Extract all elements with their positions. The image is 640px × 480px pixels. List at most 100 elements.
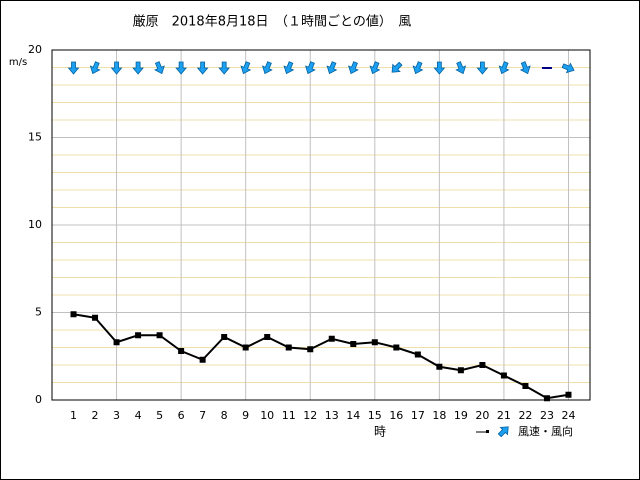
plot-border — [51, 49, 591, 401]
x-tick-label: 1 — [70, 409, 77, 422]
x-tick-label: 20 — [475, 409, 489, 422]
x-tick-label: 11 — [282, 409, 296, 422]
wind-arrow — [498, 61, 510, 75]
speed-line — [73, 313, 569, 400]
wind-arrow-shape — [304, 61, 316, 75]
x-tick-label: 3 — [113, 409, 120, 422]
wind-arrow — [283, 61, 295, 75]
wind-arrow-shape — [89, 61, 101, 75]
wind-arrow — [391, 61, 403, 73]
x-tick-label: 21 — [497, 409, 511, 422]
speed-marker — [156, 332, 163, 339]
x-tick-label: 6 — [178, 409, 185, 422]
wind-arrow — [326, 61, 338, 75]
wind-arrow-shape — [283, 61, 295, 75]
wind-arrow-shape — [154, 61, 165, 75]
x-tick-label: 23 — [540, 409, 554, 422]
speed-marker — [264, 334, 271, 340]
legend-label: 風速・風向 — [518, 424, 573, 438]
wind-arrow — [519, 61, 531, 75]
speed-marker — [350, 341, 357, 347]
wind-arrow — [455, 61, 467, 75]
x-tick-label: 13 — [325, 409, 339, 422]
x-tick-label: 16 — [389, 409, 403, 422]
wind-arrow — [240, 61, 252, 75]
y-tick-label: 0 — [35, 393, 42, 406]
speed-marker — [328, 335, 335, 342]
wind-arrow-shape — [67, 61, 80, 75]
wind-arrow — [348, 61, 359, 75]
y-tick-label: 5 — [35, 306, 42, 319]
wind-arrow-shape — [391, 61, 403, 73]
wind-arrow — [476, 61, 489, 75]
wind-arrow-shape — [348, 61, 359, 75]
speed-marker — [414, 351, 421, 358]
speed-marker — [500, 372, 507, 379]
wind-arrow — [261, 61, 273, 75]
wind-arrow-shape — [561, 62, 575, 74]
wind-arrow — [433, 61, 446, 75]
x-tick-label: 5 — [156, 409, 163, 422]
speed-marker — [371, 339, 378, 346]
y-axis-label: m/s — [9, 57, 27, 68]
speed-marker — [479, 362, 486, 368]
legend-marker — [486, 430, 489, 433]
y-tick-label: 15 — [28, 131, 42, 144]
x-tick-label: 12 — [303, 409, 317, 422]
wind-arrow-shape — [326, 61, 338, 75]
chart-title: 厳原 2018年8月18日 （１時間ごとの値） 風 — [133, 14, 412, 30]
speed-marker — [543, 395, 550, 402]
wind-arrow-shape — [519, 61, 531, 75]
wind-arrow — [110, 61, 123, 75]
wind-arrow — [561, 62, 575, 74]
x-tick-label: 24 — [561, 409, 575, 422]
speed-marker — [113, 339, 120, 346]
x-tick-label: 14 — [346, 409, 360, 422]
wind-arrow-shape — [175, 61, 187, 75]
wind-arrow-shape — [196, 61, 209, 75]
speed-marker — [178, 348, 185, 354]
speed-marker — [285, 344, 292, 351]
wind-arrow — [369, 61, 381, 75]
x-tick-label: 8 — [221, 409, 228, 422]
x-tick-label: 9 — [242, 409, 249, 422]
wind-arrow — [218, 61, 231, 75]
x-tick-label: 7 — [199, 409, 206, 422]
wind-arrow-shape — [412, 61, 424, 75]
x-tick-label: 2 — [92, 409, 99, 422]
x-tick-label: 22 — [518, 409, 532, 422]
speed-marker — [70, 311, 77, 318]
wind-arrow — [67, 61, 80, 75]
wind-arrow — [304, 61, 316, 75]
speed-marker — [522, 383, 529, 389]
x-axis-label: 時 — [374, 425, 386, 439]
speed-marker — [393, 344, 400, 351]
wind-arrow-shape — [498, 61, 510, 75]
x-tick-label: 10 — [260, 409, 274, 422]
wind-arrow-shape — [476, 61, 489, 75]
speed-marker — [565, 391, 572, 398]
wind-arrow-shape — [110, 61, 123, 75]
x-tick-label: 18 — [432, 409, 446, 422]
wind-arrow — [132, 61, 144, 75]
wind-arrow-shape — [240, 61, 252, 75]
wind-arrow — [154, 61, 165, 75]
speed-marker — [457, 367, 464, 374]
wind-arrow-shape — [455, 61, 467, 75]
wind-arrow — [412, 61, 424, 75]
wind-arrow-shape — [369, 61, 381, 75]
wind-arrow — [89, 61, 101, 75]
speed-marker — [92, 314, 99, 321]
speed-marker — [221, 334, 228, 340]
speed-marker — [436, 363, 443, 370]
legend-arrow-shape — [497, 426, 509, 438]
wind-arrow-shape — [218, 61, 231, 75]
x-tick-label: 4 — [135, 409, 142, 422]
x-tick-label: 19 — [454, 409, 468, 422]
x-tick-label: 15 — [368, 409, 382, 422]
wind-arrow — [196, 61, 209, 75]
y-tick-label: 20 — [28, 43, 42, 56]
speed-marker — [199, 356, 206, 363]
